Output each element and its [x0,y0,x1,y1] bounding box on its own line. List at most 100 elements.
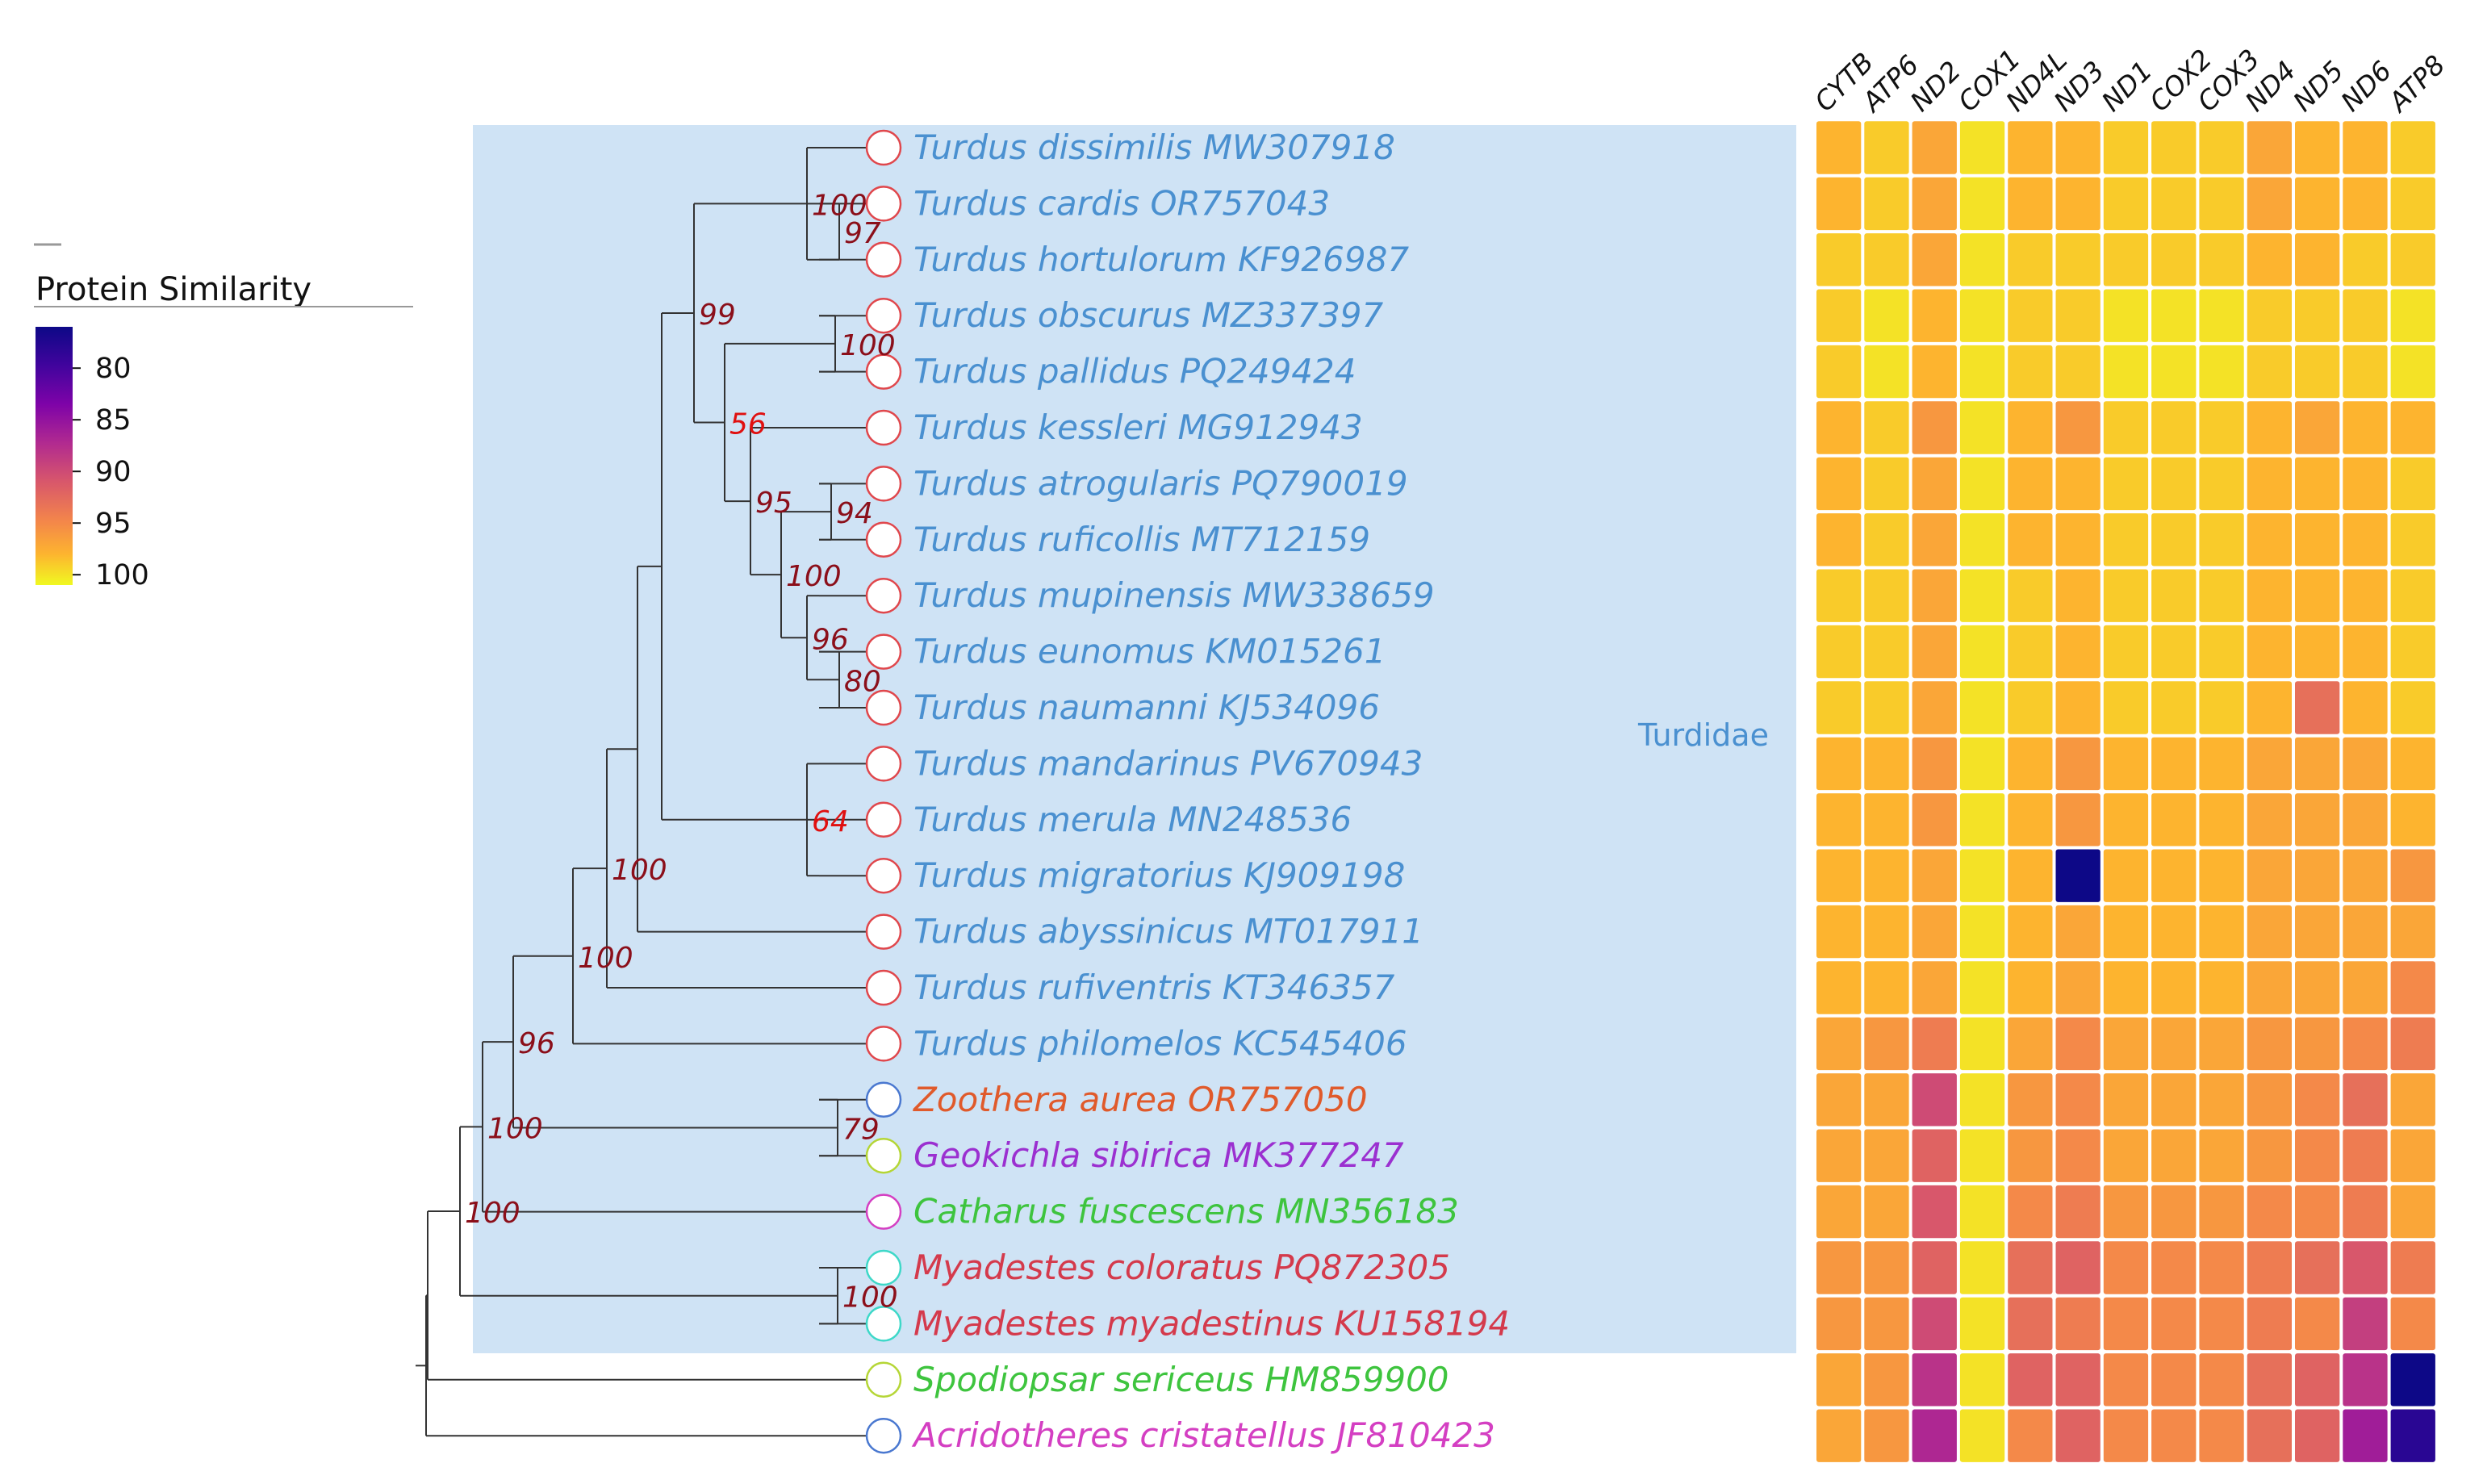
heatmap-cell [2390,1241,2435,1294]
heatmap-cell [2008,513,2053,566]
heatmap-cell [1959,625,2005,679]
heatmap-cell [1816,401,1862,454]
tip-node-circle [865,1026,902,1062]
legend-ticks: 80 85 90 95 100 [73,353,149,592]
heatmap-cell [2247,121,2292,174]
heatmap-cell [1959,233,2005,286]
heatmap-cell [1959,1409,2005,1462]
heatmap-cell [2151,345,2197,399]
heatmap-cell [2055,401,2101,454]
gene-header: ND6 [2335,55,2397,118]
gene-headers: CYTBATP6ND2COX1ND4LND3ND1COX2COX3ND4ND5N… [1808,43,2452,119]
heatmap-cell [2390,1017,2435,1071]
heatmap-cell [2390,289,2435,342]
heatmap-cell [2151,849,2197,902]
heatmap-cell [2103,289,2149,342]
heatmap-cell [1816,233,1862,286]
heatmap-cell [2247,1353,2292,1407]
support-value: 100 [578,942,633,975]
heatmap-cell [2055,849,2101,902]
tip-node-circle [865,1081,902,1118]
heatmap-cell [2103,793,2149,847]
heatmap-cell [2008,793,2053,847]
heatmap-cell [1816,345,1862,399]
heatmap-cell [2199,961,2244,1014]
support-value: 96 [812,623,849,656]
heatmap-cell [2103,849,2149,902]
heatmap-cell [1912,737,1957,791]
heatmap-cell [2390,1353,2435,1407]
heatmap-cell [2295,1129,2340,1182]
heatmap-cell [2008,625,2053,679]
heatmap-cell [2247,681,2292,734]
heatmap-cell [1912,793,1957,847]
heatmap-cell [2199,1017,2244,1071]
heatmap-cell [1959,401,2005,454]
heatmap-cell [1816,625,1862,679]
tip-node-circle [865,409,902,446]
gene-header: ND1 [2096,55,2159,118]
support-value: 95 [755,487,792,520]
heatmap-cell [1912,905,1957,959]
heatmap-cell [2151,513,2197,566]
heatmap-cell [2247,289,2292,342]
heatmap-cell [2199,1185,2244,1239]
heatmap-cell [2008,961,2053,1014]
heatmap-cell [1959,849,2005,902]
taxon-label: Myadestes coloratus PQ872305 [913,1248,1450,1287]
heatmap-cell [2295,121,2340,174]
tip-nodes: Turdus dissimilis MW307918 Turdus cardis … [819,127,1510,1455]
heatmap-cell [2008,401,2053,454]
taxon-label: Myadestes myadestinus KU158194 [913,1303,1510,1343]
heatmap-cell [2295,737,2340,791]
heatmap-cell [2295,401,2340,454]
heatmap-cells [1816,121,2435,1462]
heatmap-cell [1959,289,2005,342]
heatmap-cell [2295,569,2340,622]
support-value: 79 [842,1114,880,1147]
heatmap-cell [2343,849,2388,902]
heatmap-cell [2343,1185,2388,1239]
heatmap-cell [2343,625,2388,679]
heatmap-cell [1959,793,2005,847]
heatmap-cell [1912,401,1957,454]
heatmap-cell [2199,1409,2244,1462]
heatmap-cell [2247,569,2292,622]
gene-header: ND5 [2287,55,2350,118]
tip-node-circle [865,969,902,1006]
heatmap-cell [2390,681,2435,734]
heatmap-cell [2103,1129,2149,1182]
heatmap-cell [1912,457,1957,511]
heatmap-cell [2151,1353,2197,1407]
heatmap-cell [2295,1185,2340,1239]
heatmap-cell [2008,737,2053,791]
heatmap-cell [2008,177,2053,231]
heatmap-cell [2055,1353,2101,1407]
heatmap-cell [2247,1241,2292,1294]
heatmap-cell [2151,1129,2197,1182]
heatmap-cell [2008,457,2053,511]
heatmap-cell [2343,961,2388,1014]
heatmap-cell [2343,121,2388,174]
heatmap-cell [2151,1297,2197,1351]
heatmap-cell [2343,289,2388,342]
heatmap-cell [2343,1073,2388,1127]
heatmap-cell [2008,569,2053,622]
heatmap-cell [2008,121,2053,174]
heatmap-cell [2055,1185,2101,1239]
heatmap-cell [1816,961,1862,1014]
heatmap-cell [1912,1409,1957,1462]
color-legend: Protein Similarity 80 85 90 95 100 [34,243,413,592]
heatmap-cell [1912,681,1957,734]
support-value: 100 [840,329,896,362]
heatmap-cell [1864,177,1909,231]
heatmap-cell [2247,1129,2292,1182]
heatmap-cell [1864,233,1909,286]
heatmap-cell [2295,625,2340,679]
heatmap-cell [1864,1297,1909,1351]
heatmap-cell [2390,121,2435,174]
support-value: 56 [729,408,767,441]
taxon-label: Zoothera aurea OR757050 [913,1080,1368,1119]
heatmap-cell [1959,121,2005,174]
tip-node-circle [865,521,902,558]
